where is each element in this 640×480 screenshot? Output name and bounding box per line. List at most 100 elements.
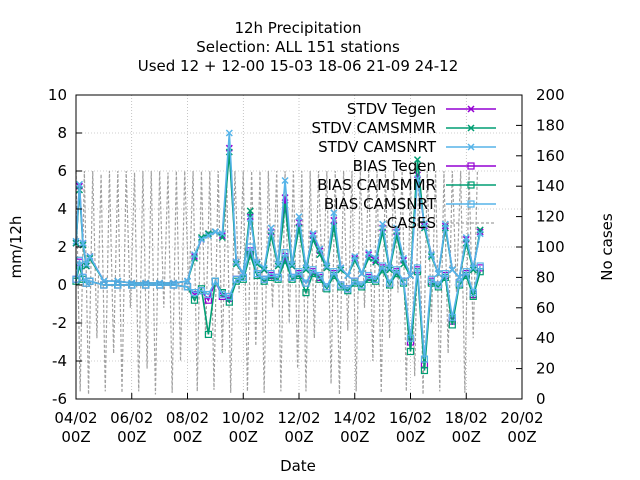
point-stdv-camsnrt: [211, 228, 219, 236]
point-bias-camsnrt: [302, 279, 310, 287]
point-bias-camsmmr: [406, 347, 415, 356]
x-tick-label-date: 08/02: [166, 409, 209, 427]
legend-marker: [467, 200, 475, 208]
x-tick-label-date: 20/02: [500, 409, 543, 427]
point-stdv-camsnrt: [288, 260, 296, 268]
x-axis-label: Date: [280, 457, 316, 475]
chart-title-line-3: Used 12 + 12-00 15-03 18-06 21-09 24-12: [138, 57, 459, 75]
point-bias-camsmmr: [204, 330, 213, 338]
grid-lines: [76, 95, 522, 399]
point-bias-camsnrt: [434, 281, 442, 289]
point-stdv-camsnrt: [197, 235, 205, 243]
point-stdv-camsnrt: [183, 277, 192, 285]
cases-series: [75, 170, 478, 395]
point-stdv-camsmmr: [413, 156, 421, 164]
y-tick-label: 2: [57, 238, 67, 256]
point-stdv-camsmmr: [204, 230, 212, 238]
point-bias-camsnrt: [288, 273, 296, 281]
series-line-stdv-camsnrt: [75, 132, 481, 284]
point-stdv-camsnrt: [302, 264, 310, 272]
point-bias-camsnrt: [427, 275, 436, 283]
point-bias-camsnrt: [344, 285, 352, 293]
legend-label: STDV Tegen: [347, 100, 436, 118]
legend-label: BIAS Tegen: [353, 157, 436, 175]
y-tick-label: -2: [52, 314, 67, 332]
point-bias-camsnrt: [406, 334, 415, 342]
point-bias-camsnrt: [246, 243, 254, 251]
y-tick-label: 6: [57, 162, 67, 180]
series-layer: [72, 129, 484, 375]
y2-tick-label: 60: [536, 299, 555, 317]
point-stdv-camsnrt: [358, 270, 366, 278]
point-stdv-camsnrt: [420, 220, 428, 228]
point-bias-camsnrt: [476, 262, 484, 270]
point-bias-camsnrt: [100, 281, 108, 289]
point-bias-camsnrt: [197, 287, 206, 295]
series-line-cases: [75, 170, 478, 395]
point-bias-camsmmr: [190, 296, 199, 304]
point-bias-camsnrt: [295, 268, 303, 276]
point-stdv-camsnrt: [323, 262, 331, 270]
point-stdv-camsnrt: [400, 254, 408, 262]
y2-axis-label: No cases: [598, 213, 616, 281]
point-stdv-camsnrt: [434, 270, 442, 278]
x-tick-label-date: 16/02: [389, 409, 432, 427]
y2-tick-label: 20: [536, 360, 555, 378]
y2-tick-label: 80: [536, 268, 555, 286]
y-tick-label: 0: [57, 276, 67, 294]
point-stdv-camsnrt: [406, 271, 415, 280]
x-tick-label-hour: 00Z: [507, 428, 536, 446]
x-tick-label-hour: 00Z: [396, 428, 425, 446]
point-bias-camsnrt: [260, 275, 268, 283]
point-stdv-camsnrt: [372, 254, 380, 262]
point-stdv-camsnrt: [316, 245, 324, 253]
point-bias-camsnrt: [392, 266, 401, 274]
legend-marker: [467, 124, 475, 132]
legend-item-stdv-camsnrt: STDV CAMSNRT: [318, 138, 496, 156]
point-bias-camsnrt: [372, 275, 380, 283]
point-stdv-camsnrt: [337, 264, 345, 272]
point-bias-camsnrt: [351, 277, 359, 285]
series-bias-camsnrt: [72, 243, 484, 363]
point-bias-camsmmr: [246, 251, 254, 259]
point-bias-camsnrt: [379, 262, 387, 270]
point-bias-camsnrt: [232, 275, 240, 283]
point-bias-camsnrt: [365, 271, 373, 280]
point-stdv-camsnrt: [114, 277, 122, 285]
point-bias-camsnrt: [211, 277, 219, 285]
point-bias-camsnrt: [309, 266, 317, 274]
x-tick-label-date: 14/02: [333, 409, 376, 427]
legend-label: STDV CAMSNRT: [318, 138, 437, 156]
point-bias-camsnrt: [316, 271, 324, 280]
point-bias-camsnrt: [114, 281, 122, 289]
chart-title-line-1: 12h Precipitation: [234, 19, 361, 37]
point-bias-camsnrt: [190, 289, 199, 297]
point-bias-camsnrt: [169, 281, 178, 289]
x-tick-label-date: 10/02: [222, 409, 265, 427]
point-stdv-camsnrt: [100, 277, 108, 285]
point-bias-camsnrt: [156, 281, 164, 289]
legend-label: BIAS CAMSNRT: [324, 195, 437, 213]
point-stdv-camsnrt: [267, 224, 275, 232]
x-axis-ticks: 04/0200Z06/0200Z08/0200Z10/0200Z12/0200Z…: [54, 393, 544, 446]
point-bias-camsmmr: [302, 289, 310, 297]
point-stdv-camsnrt: [82, 260, 90, 268]
point-stdv-camsmmr: [260, 266, 268, 274]
chart-title-line-2: Selection: ALL 151 stations: [196, 38, 400, 56]
point-stdv-camsnrt: [281, 176, 289, 185]
point-bias-camsnrt: [225, 292, 233, 300]
y2-tick-label: 120: [536, 208, 565, 226]
point-stdv-camsnrt: [79, 239, 87, 247]
y2-tick-label: 160: [536, 147, 565, 165]
point-bias-camsnrt: [281, 249, 289, 257]
point-bias-camsmmr: [448, 321, 456, 329]
point-bias-camsnrt: [330, 268, 338, 276]
point-stdv-camsnrt: [344, 271, 352, 280]
point-bias-camsnrt: [86, 277, 94, 285]
point-bias-camsmmr: [420, 366, 429, 375]
point-stdv-camsnrt: [232, 258, 240, 266]
legend-marker: [467, 181, 475, 189]
point-bias-camsnrt: [267, 270, 275, 278]
x-tick-label-date: 06/02: [110, 409, 153, 427]
point-stdv-camsmmr: [197, 233, 205, 242]
